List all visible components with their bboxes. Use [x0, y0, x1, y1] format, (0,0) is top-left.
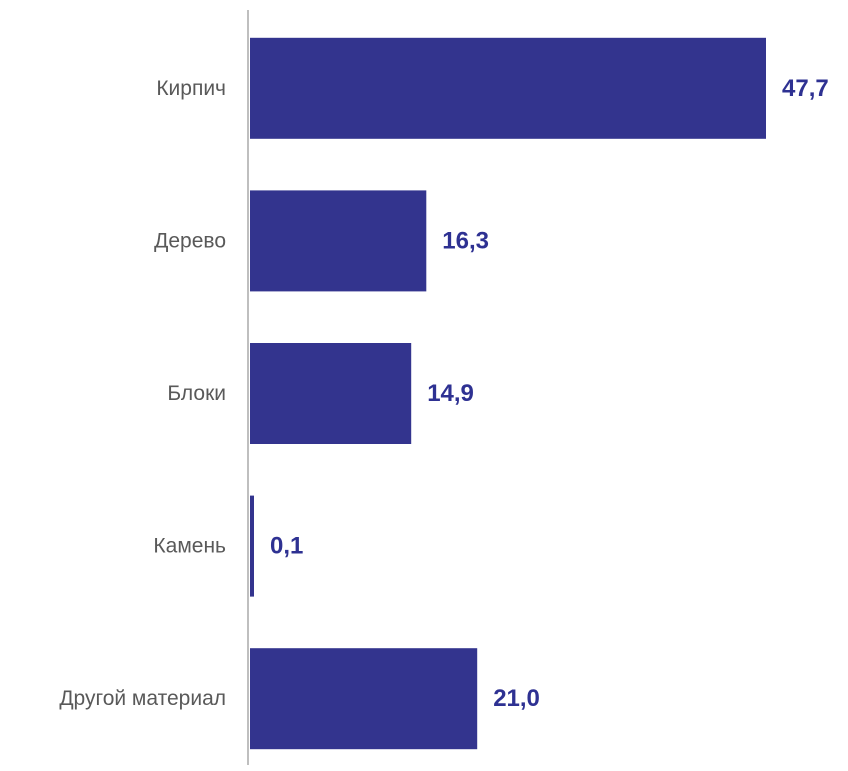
category-label-3: Камень: [153, 535, 226, 558]
category-label-1: Дерево: [154, 229, 226, 252]
bar-0: [250, 37, 766, 139]
value-label-0: 47,7: [782, 75, 829, 102]
category-label-2: Блоки: [167, 382, 226, 405]
bar-1: [250, 190, 427, 292]
value-label-4: 21,0: [493, 685, 540, 712]
category-label-0: Кирпич: [156, 77, 226, 100]
bar-2: [250, 343, 412, 444]
value-label-1: 16,3: [442, 227, 489, 254]
labels-group: Кирпич 47,7 Дерево 16,3 Блоки 14,9 Камень 0,1 Др…: [59, 75, 828, 712]
category-label-4: Другой материал: [59, 687, 226, 710]
bar-4: [250, 648, 478, 750]
value-label-3: 0,1: [270, 533, 303, 560]
bar-3: [250, 495, 254, 597]
bars-group: [250, 37, 766, 750]
value-label-2: 14,9: [427, 380, 474, 407]
